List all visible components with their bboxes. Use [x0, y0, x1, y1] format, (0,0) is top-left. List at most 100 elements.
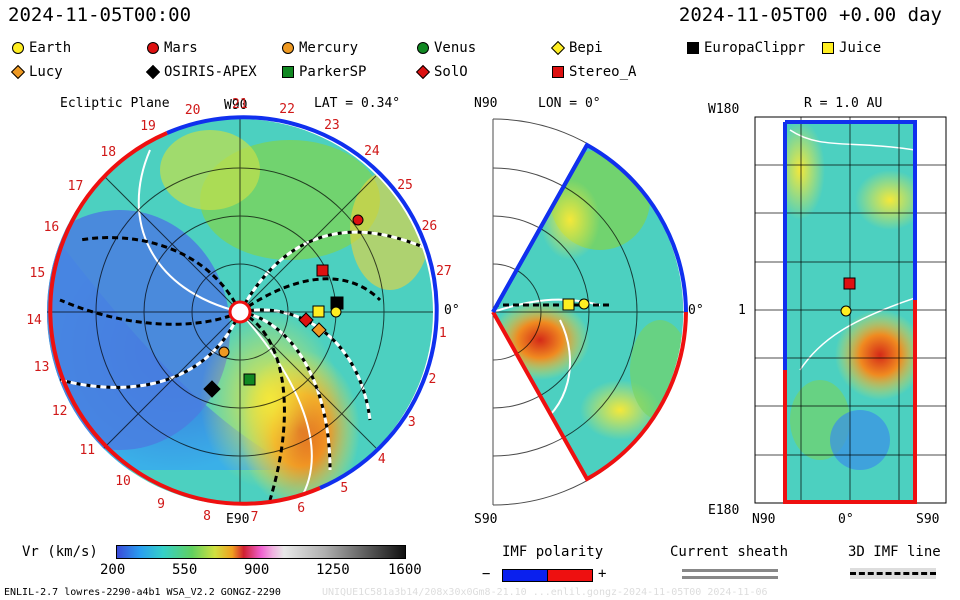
timestamp-left: 2024-11-05T00:00 [8, 4, 192, 26]
colorbar-tick-label: 1600 [388, 562, 422, 578]
timestamp-right: 2024-11-05T00 +0.00 day [678, 4, 942, 26]
legend-lucy: Lucy [10, 64, 63, 80]
carrington-label: 4 [377, 451, 386, 467]
circle-marker-icon [147, 42, 159, 54]
lon-label: LON = 0° [538, 96, 601, 111]
panel3-zero-label: 0° [838, 512, 854, 527]
carrington-label: 6 [297, 500, 306, 516]
legend-label: OSIRIS-APEX [164, 64, 257, 80]
legend-parkersp: ParkerSP [282, 64, 366, 80]
square-marker-icon [552, 66, 564, 78]
carrington-label: 3 [407, 414, 416, 430]
panel3-n90-label: N90 [752, 512, 776, 527]
carrington-label: 13 [33, 360, 50, 376]
circle-marker-icon [282, 42, 294, 54]
legend-mercury: Mercury [282, 40, 358, 56]
carrington-label: 26 [421, 218, 438, 234]
carrington-label: 25 [397, 177, 413, 193]
carrington-label: 24 [364, 143, 380, 159]
carrington-label: 18 [100, 145, 117, 161]
carrington-label: 14 [26, 313, 42, 329]
legend-label: Earth [29, 40, 72, 56]
colorbar-tick-label: 200 [100, 562, 126, 578]
square-marker-icon [282, 66, 294, 78]
carrington-label: 15 [29, 265, 46, 281]
colorbar-tick-label: 1250 [316, 562, 350, 578]
carrington-label: 8 [203, 508, 211, 524]
panel2-zero-label: 0° [688, 303, 704, 318]
ecliptic-plane-panel [47, 115, 439, 506]
carrington-label: 19 [140, 118, 156, 134]
e90-label: E90 [226, 512, 250, 527]
w180-label: W180 [708, 102, 740, 117]
legend-europaclippr: EuropaClippr [687, 40, 805, 56]
carrington-label: 22 [279, 102, 295, 118]
carrington-label: 7 [250, 510, 259, 526]
s90-label: S90 [474, 512, 498, 527]
legend-juice: Juice [822, 40, 881, 56]
colorbar-tick-label: 550 [172, 562, 198, 578]
one-label: 1 [738, 303, 746, 318]
legend-label: Juice [839, 40, 882, 56]
legend-label: Mercury [299, 40, 359, 56]
legend-label: ParkerSP [299, 64, 367, 80]
w90-label: W90 [224, 98, 248, 113]
footer-left: ENLIL-2.7 lowres-2290-a4b1 WSA_V2.2 GONG… [4, 587, 281, 598]
zero-lon-label: 0° [444, 303, 460, 318]
carrington-label: 27 [436, 263, 452, 279]
imf-line-label: 3D IMF line [848, 544, 941, 560]
legend-solo: SolO [415, 64, 468, 80]
carrington-label: 5 [340, 480, 349, 496]
carrington-label: 17 [67, 179, 84, 195]
colorbar-label: Vr (km/s) [22, 544, 98, 560]
imf-positive-swatch [547, 569, 593, 582]
lat-label: LAT = 0.34° [314, 96, 401, 111]
legend-label: Venus [434, 40, 477, 56]
carrington-label: 16 [43, 220, 60, 236]
carrington-label: 9 [157, 496, 165, 512]
legend-label: Bepi [569, 40, 603, 56]
footer-right: UNIQUE1C581a3b14/208x30x0Gm8-21.10 ...en… [322, 587, 768, 598]
carrington-label: 20 [184, 102, 201, 118]
carrington-label: 11 [79, 442, 96, 458]
circle-marker-icon [12, 42, 24, 54]
panel3-s90-label: S90 [916, 512, 940, 527]
square-marker-icon [822, 42, 834, 54]
carrington-label: 23 [324, 118, 340, 134]
colorbar-tick-label: 900 [244, 562, 270, 578]
imf-line-swatch [850, 568, 936, 579]
ecliptic-title: Ecliptic Plane [60, 96, 170, 111]
e180-label: E180 [708, 503, 740, 518]
carrington-label: 1 [438, 325, 447, 341]
legend-label: SolO [434, 64, 468, 80]
legend-stereo-a: Stereo_A [552, 64, 636, 80]
carrington-label: 21 [232, 97, 248, 112]
meridional-panel [491, 118, 688, 506]
legend-osiris-apex: OSIRIS-APEX [145, 64, 257, 80]
carrington-label: 12 [51, 404, 68, 420]
legend-label: Lucy [29, 64, 63, 80]
square-marker-icon [687, 42, 699, 54]
imf-polarity-label: IMF polarity [502, 544, 604, 560]
carrington-label: 2 [428, 372, 437, 388]
imf-negative-swatch [502, 569, 548, 582]
legend-label: EuropaClippr [704, 40, 806, 56]
legend-label: Stereo_A [569, 64, 637, 80]
sheath-line-2 [682, 576, 778, 579]
carrington-label: 10 [115, 474, 131, 490]
imf-minus: − [482, 566, 491, 582]
legend-mars: Mars [147, 40, 198, 56]
legend-earth: Earth [12, 40, 71, 56]
legend-bepi: Bepi [550, 40, 603, 56]
latlon-panel [754, 116, 947, 504]
velocity-colorbar [116, 545, 406, 559]
circle-marker-icon [417, 42, 429, 54]
n90-label: N90 [474, 96, 498, 111]
imf-plus: + [598, 566, 607, 582]
sheath-line-1 [682, 569, 778, 572]
radius-label: R = 1.0 AU [804, 96, 883, 111]
legend-label: Mars [164, 40, 198, 56]
legend-venus: Venus [417, 40, 476, 56]
current-sheath-label: Current sheath [670, 544, 789, 560]
